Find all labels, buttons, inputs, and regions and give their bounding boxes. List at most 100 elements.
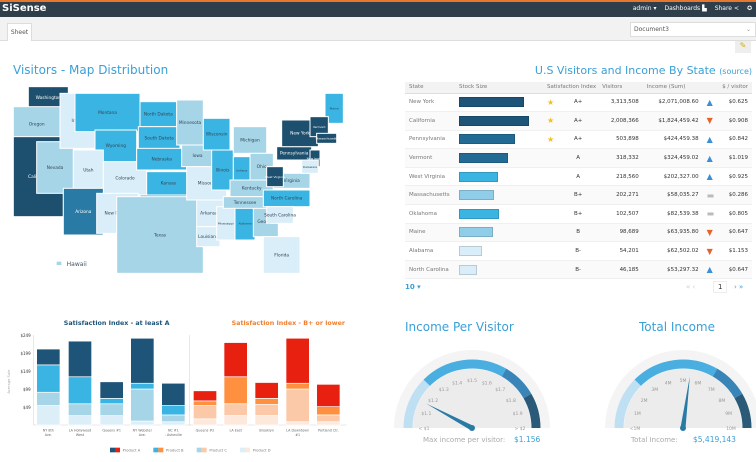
column-header[interactable]: Visitors [598,82,643,94]
state-label: Massachusetts [316,137,339,141]
state-south-dakota: South Dakota [137,126,181,151]
column-header[interactable]: Income (Sum) [642,82,703,94]
stock-cell [455,185,543,206]
tab-sheet[interactable]: Sheet [7,23,32,41]
table-row[interactable]: West Virginia A 218,560 $202,327.00 ▲ $0.925 [405,167,752,187]
state-label: Nebraska [151,157,172,163]
state-michigan: Michigan [232,126,268,154]
stock-cell [455,167,543,187]
table-row[interactable]: Oklahoma B+ 102,507 $82,539.38 ▬ $0.805 [405,204,752,224]
gauge-needle-hub [469,425,475,431]
x-tick-label: #1 [295,433,300,437]
table-row[interactable]: Massachusetts B+ 202,271 $58,035.27 ▬ $0.286 [405,185,752,206]
state-cell: West Virginia [405,167,455,187]
table-row[interactable]: Alabama B- 54,201 $62,502.02 ▼ $1.153 [405,241,752,261]
state-label: South Dakota [145,136,175,142]
per-visitor-cell: $0.647 [718,223,752,243]
dashboards-button[interactable]: Dashboards ▙ [664,5,706,12]
gauge-value-total-income: $5,419,143 [693,435,736,444]
table-row[interactable]: Vermont A 318,332 $324,459.02 ▲ $1.019 [405,148,752,168]
visitors-cell: 98,689 [598,223,643,243]
legend-swatch [196,447,202,453]
state-label: Colorado [115,176,135,182]
edit-pencil-icon[interactable]: ✎ [735,41,751,53]
state-florida: Florida [262,236,301,274]
bar-segment-product-b [193,400,217,406]
page-number[interactable]: 1 [713,281,728,293]
bar-segment-product-a [254,382,279,399]
trend-up-icon: ▲ [702,130,719,150]
gauge-tick-label: < $1 [419,426,430,432]
table-title-text: U.S Visitors and Income By State [534,64,716,77]
table-row[interactable]: North Carolina B- 46,185 $53,297.32 ▲ $0.647 [405,260,752,280]
gauge-income-per-visitor: < $1 $1.1 $1.2$1.3$1.4 $1.5 $1.6$1.7$1.8 $1.9… [394,350,550,432]
per-visitor-cell: $0.842 [718,130,752,150]
state-label: Utah [83,167,94,173]
state-label: Minnesota [179,120,202,126]
gauge-needle-hub [680,425,686,431]
column-header[interactable]: Stock Size [455,82,543,94]
settings-icon[interactable]: ✪ [746,5,752,12]
stock-cell [455,111,543,131]
state-shape [36,141,74,194]
page-size-select[interactable]: 10 ▾ [405,283,421,291]
bar-segment-product-d [316,421,341,426]
trend-down-icon: ▼ [702,111,719,131]
income-cell: $202,327.00 [642,167,703,187]
gauge-label-max-income: Max income per visitor: [423,436,506,444]
bar-segment-product-b [223,376,248,405]
source-link[interactable]: (source) [719,67,752,76]
state-cell: California [405,111,455,131]
gauge-label-total-income: Total Income: [631,436,678,444]
state-shape [262,236,301,274]
gauge-tick-label: 6M [694,380,701,386]
gauge-band [734,393,752,429]
state-label: Pennsylvania [280,151,309,157]
state-label: New York [290,131,310,137]
bar-segment-product-c [36,391,61,406]
dashboard-icon: ▙ [702,5,707,12]
state-shape [301,159,319,174]
x-tick-label: LA Downtown [286,429,309,433]
state-label: West Virginia [265,175,285,179]
stock-cell [455,204,543,224]
stock-cell [455,260,543,280]
state-label: Kansas [161,181,177,187]
user-menu[interactable]: admin ▾ [632,5,657,12]
bar-segment-product-b [316,406,341,416]
gauge-band [614,379,642,429]
stock-bar [459,97,525,108]
column-header[interactable]: Satisfaction Index [543,82,599,94]
x-tick-label: NY 8th [43,429,54,433]
gauge-tick-label: > $2 [515,426,526,432]
gauge-face [624,369,742,428]
table-row[interactable]: Maine B 98,689 $63,935.80 ▼ $0.647 [405,223,752,243]
prev-page-buttons[interactable]: « ‹ [686,283,696,291]
table-row[interactable]: Pennsylvania ★ A+ 503,898 $424,459.38 ▲ $0.842 [405,130,752,150]
share-button[interactable]: Share < [715,5,739,12]
document-select[interactable]: Document3 ⌄ [630,22,756,37]
state-label: Ohio [257,164,267,170]
trend-flat-icon: ▬ [702,185,719,206]
table-row[interactable]: New York ★ A+ 3,313,508 $2,071,008.60 ▲ $0.625 [405,93,752,113]
satisfaction-cell: A+ [558,130,599,150]
gauge-tick-label: 5M [680,378,687,384]
x-tick-label: LA Hollywood [69,429,92,433]
state-label: Michigan [240,137,260,143]
next-page-buttons[interactable]: › » [734,283,744,291]
legend-label: Product A [123,449,141,453]
bar-segment-product-c [161,414,186,423]
share-icon: < [733,5,739,12]
gauge-tick-label: $1.7 [495,387,505,393]
visitors-cell: 202,271 [598,185,643,206]
column-header[interactable]: $ / visitor [702,82,752,94]
column-header[interactable]: State [405,82,455,94]
per-visitor-cell: $1.019 [718,148,752,168]
table-row[interactable]: California ★ A+ 2,008,366 $1,824,459.42 ▼ $0.9… [405,111,752,131]
visitors-cell: 2,008,366 [598,111,643,131]
state-cell: Massachusetts [405,185,455,206]
legend-swatch [153,447,159,453]
legend-label: Product B [166,449,184,453]
state-tennessee: Tennessee [222,196,268,209]
